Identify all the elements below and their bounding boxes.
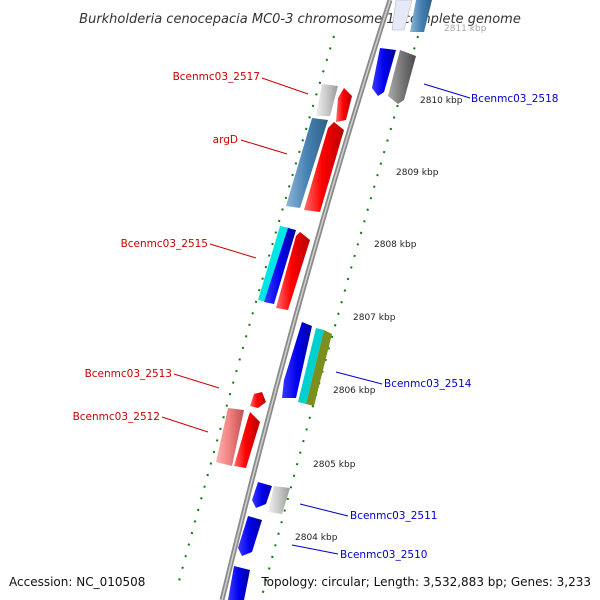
- label-argd[interactable]: argD: [213, 134, 238, 146]
- tick-label-2805: 2805 kbp: [313, 460, 356, 470]
- leader-bcenmc03-2511: [299, 503, 349, 517]
- gene-bcenmc03-2518a: [372, 48, 396, 96]
- gene-argd: [286, 118, 328, 208]
- label-bcenmc03-2510[interactable]: Bcenmc03_2510: [340, 549, 427, 561]
- tick-label-2808: 2808 kbp: [374, 240, 417, 250]
- label-bcenmc03-2514[interactable]: Bcenmc03_2514: [384, 378, 472, 390]
- gene-bcenmc03-2517: [316, 84, 338, 116]
- position-ticks: 2810 kbp 2809 kbp 2808 kbp 2807 kbp 2806…: [295, 96, 463, 543]
- gene-top-clipped-1: [391, 0, 413, 31]
- gene-argd-fwd: [304, 122, 344, 212]
- leader-bcenmc03-2514: [335, 371, 383, 385]
- gene-bottom-clipped: [228, 566, 250, 600]
- gene-bcenmc03-2515-cyan: [258, 226, 290, 302]
- gene-bcenmc03-2511: [268, 486, 290, 514]
- tick-label-2807: 2807 kbp: [353, 313, 396, 323]
- leader-argd: [240, 139, 288, 155]
- gene-bcenmc03-2517-fwd: [336, 88, 352, 122]
- gene-bcenmc03-2512-fwd: [234, 412, 260, 468]
- leader-bcenmc03-2517: [261, 77, 309, 95]
- right-gene-labels: Bcenmc03_2518 Bcenmc03_2514 Bcenmc03_251…: [291, 83, 558, 561]
- leader-bcenmc03-2515: [209, 243, 257, 259]
- gene-bcenmc03-2510: [238, 516, 262, 556]
- gene-bcenmc03-2515: [264, 228, 296, 304]
- tick-label-2806: 2806 kbp: [333, 386, 376, 396]
- gene-bcenmc03-2513: [250, 392, 266, 408]
- left-gene-labels: Bcenmc03_2517 argD Bcenmc03_2515 Bcenmc0…: [73, 71, 309, 433]
- gene-bcenmc03-2514-olive: [306, 330, 332, 406]
- leader-bcenmc03-2518: [423, 83, 471, 99]
- gene-bcenmc03-2514: [282, 322, 312, 398]
- label-bcenmc03-2515[interactable]: Bcenmc03_2515: [121, 238, 208, 250]
- tick-label-2809: 2809 kbp: [396, 168, 439, 178]
- label-bcenmc03-2512[interactable]: Bcenmc03_2512: [73, 411, 160, 423]
- leader-bcenmc03-2510: [291, 544, 339, 555]
- gene-bcenmc03-2511-blue: [252, 482, 272, 508]
- label-bcenmc03-2513[interactable]: Bcenmc03_2513: [85, 368, 172, 380]
- label-bcenmc03-2511[interactable]: Bcenmc03_2511: [350, 510, 437, 522]
- topology-text: Topology: circular; Length: 3,532,883 bp…: [260, 575, 591, 589]
- map-title: Burkholderia cenocepacia MC0-3 chromosom…: [79, 12, 521, 27]
- leader-bcenmc03-2513: [173, 373, 220, 389]
- gene-bcenmc03-2518: [388, 50, 416, 104]
- tick-label-2811: 2811 kbp: [444, 24, 487, 34]
- chromosome-backbone-highlight: [221, 0, 391, 600]
- tick-label-2810: 2810 kbp: [420, 96, 463, 106]
- leader-bcenmc03-2512: [161, 416, 209, 433]
- gene-top-clipped-2: [410, 0, 432, 32]
- gene-bcenmc03-2515-fwd: [276, 232, 310, 310]
- label-bcenmc03-2518[interactable]: Bcenmc03_2518: [471, 93, 558, 105]
- accession-text: Accession: NC_010508: [9, 575, 145, 589]
- gene-bcenmc03-2512: [216, 408, 244, 466]
- gene-bcenmc03-2514-cyan: [298, 328, 324, 404]
- label-bcenmc03-2517[interactable]: Bcenmc03_2517: [173, 71, 260, 83]
- tick-label-2804: 2804 kbp: [295, 533, 338, 543]
